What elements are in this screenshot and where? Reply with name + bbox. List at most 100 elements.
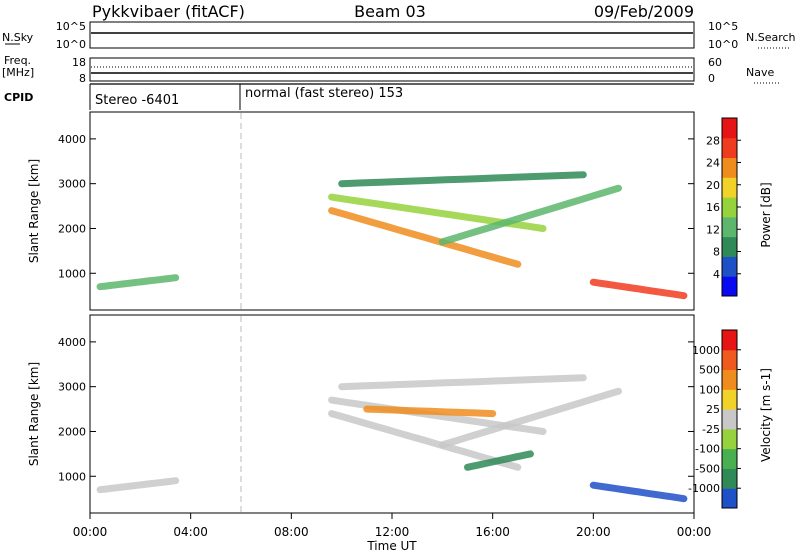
velocity-ytick-label-3: 4000 (58, 336, 86, 349)
velocity-feature-5 (438, 387, 622, 449)
xtick-label-4: 16:00 (475, 525, 510, 539)
velocity-feature-3 (338, 374, 587, 391)
beam-title: Beam 03 (354, 2, 426, 21)
power-feature-5 (589, 278, 688, 300)
power-colorbar: 4 8 12 16 20 24 28 (706, 117, 741, 297)
power-cbar-tick-label-1: 8 (713, 246, 720, 259)
velocity-ylabel: Slant Range [km] (27, 362, 41, 466)
power-cbar-segment-7 (722, 137, 737, 159)
velocity-data-marks (96, 316, 688, 512)
freq-label-line1: Freq. (4, 54, 31, 67)
velocity-feature-0 (96, 477, 180, 494)
velocity-panel: 1000 2000 3000 4000 Slant Range [km] (27, 314, 695, 514)
power-feature-4 (438, 184, 622, 246)
velocity-cbar-tick-label-5: -100 (695, 443, 720, 456)
velocity-cbar-tick-label-6: -500 (695, 462, 720, 475)
power-cbar-tick-label-4: 20 (706, 179, 720, 192)
xtick-label-2: 08:00 (274, 525, 309, 539)
xtick-label-1: 04:00 (173, 525, 208, 539)
velocity-ytick-label-1: 2000 (58, 425, 86, 438)
freq-right-tick-top: 60 (708, 56, 722, 69)
velocity-feature-7 (589, 481, 688, 503)
power-cbar-segment-0 (722, 276, 737, 297)
power-cbar-tick-label-5: 24 (706, 157, 720, 170)
velocity-feature-6 (464, 450, 534, 471)
power-colorbar-label: Power [dB] (759, 182, 773, 247)
xtick-label-6: 00:00 (677, 525, 712, 539)
velocity-cbar-segment-4 (722, 409, 737, 430)
velocity-cbar-tick-label-0: 1000 (692, 344, 720, 357)
power-ytick-label-1: 2000 (58, 222, 86, 235)
power-cbar-segment-3 (722, 216, 737, 238)
velocity-feature-1 (328, 410, 522, 471)
power-ytick-label-3: 4000 (58, 133, 86, 146)
power-cbar-tick-label-2: 12 (706, 223, 720, 236)
velocity-cbar-segment-0 (722, 488, 737, 509)
freq-panel-frame (89, 57, 695, 82)
power-cbar-tick-label-0: 4 (713, 268, 720, 281)
nsearch-label: N.Search (746, 31, 796, 44)
power-cbar-tick-label-6: 28 (706, 134, 720, 147)
velocity-feature-4 (363, 405, 497, 418)
cpid-segment-normal: normal (fast stereo) 153 (245, 86, 403, 101)
power-feature-3 (338, 171, 587, 188)
cpid-label: CPID (4, 91, 33, 104)
power-cbar-tick-label-3: 16 (706, 201, 720, 214)
velocity-cbar-segment-3 (722, 428, 737, 450)
power-ytick-label-0: 1000 (58, 267, 86, 280)
velocity-cbar-tick-label-3: 25 (706, 403, 720, 416)
nave-label: Nave (746, 66, 774, 79)
velocity-colorbar: 1000 500 100 25 -25 -100 -500 -1000 (688, 329, 741, 509)
power-panel: 1000 2000 3000 4000 Slant Range [km] (27, 111, 695, 311)
x-axis: 00:00 04:00 08:00 12:00 16:00 20:00 00:00 (73, 513, 712, 539)
freq-label-line2: [MHz] (2, 66, 34, 79)
velocity-cbar-segment-2 (722, 448, 737, 469)
power-cbar-segment-8 (722, 118, 737, 139)
power-cbar-segment-5 (722, 177, 737, 198)
velocity-cbar-tick-label-2: 100 (699, 383, 720, 396)
xtick-label-0: 00:00 (73, 525, 108, 539)
date-title: 09/Feb/2009 (594, 2, 694, 21)
velocity-cbar-segment-7 (722, 349, 737, 371)
freq-right-tick-bottom: 0 (708, 72, 715, 85)
velocity-cbar-segment-5 (722, 389, 737, 410)
nsky-panel-frame (89, 21, 695, 49)
power-panel-frame (89, 111, 695, 311)
freq-left-tick-top: 18 (72, 56, 86, 69)
power-feature-0 (96, 274, 180, 291)
power-cbar-segment-1 (722, 256, 737, 277)
xtick-label-3: 12:00 (375, 525, 410, 539)
velocity-cbar-tick-label-4: -25 (702, 423, 720, 436)
x-axis-label: Time UT (366, 539, 417, 553)
nsky-label: N.Sky (2, 31, 34, 44)
velocity-cbar-frame (721, 329, 738, 509)
velocity-ytick-label-0: 1000 (58, 470, 86, 483)
freq-left-tick-bottom: 8 (79, 72, 86, 85)
velocity-cbar-segment-8 (722, 330, 737, 351)
power-ytick-label-2: 3000 (58, 178, 86, 191)
velocity-cbar-segment-1 (722, 468, 737, 489)
power-ylabel: Slant Range [km] (27, 159, 41, 263)
power-y-axis: 1000 2000 3000 4000 (58, 133, 694, 280)
nsky-right-tick-top: 10^5 (708, 20, 738, 33)
nsky-left-tick-top: 10^5 (56, 20, 86, 33)
velocity-colorbar-label: Velocity [m s-1] (759, 368, 773, 462)
power-feature-1 (328, 207, 522, 268)
cpid-segment-stereo: Stereo -6401 (95, 93, 179, 108)
xtick-label-5: 20:00 (576, 525, 611, 539)
power-cbar-segment-4 (722, 197, 737, 218)
velocity-cbar-tick-label-1: 500 (699, 364, 720, 377)
power-cbar-segment-2 (722, 236, 737, 257)
velocity-y-axis: 1000 2000 3000 4000 (58, 336, 694, 483)
power-cbar-segment-6 (722, 157, 737, 178)
velocity-panel-frame (89, 314, 695, 514)
nsky-left-tick-bottom: 10^0 (56, 38, 86, 51)
station-title: Pykkvibaer (fitACF) (92, 2, 245, 21)
power-data-marks (96, 113, 688, 309)
nsky-right-tick-bottom: 10^0 (708, 38, 738, 51)
velocity-cbar-segment-6 (722, 369, 737, 390)
velocity-ytick-label-2: 3000 (58, 381, 86, 394)
velocity-cbar-tick-label-7: -1000 (688, 482, 720, 495)
